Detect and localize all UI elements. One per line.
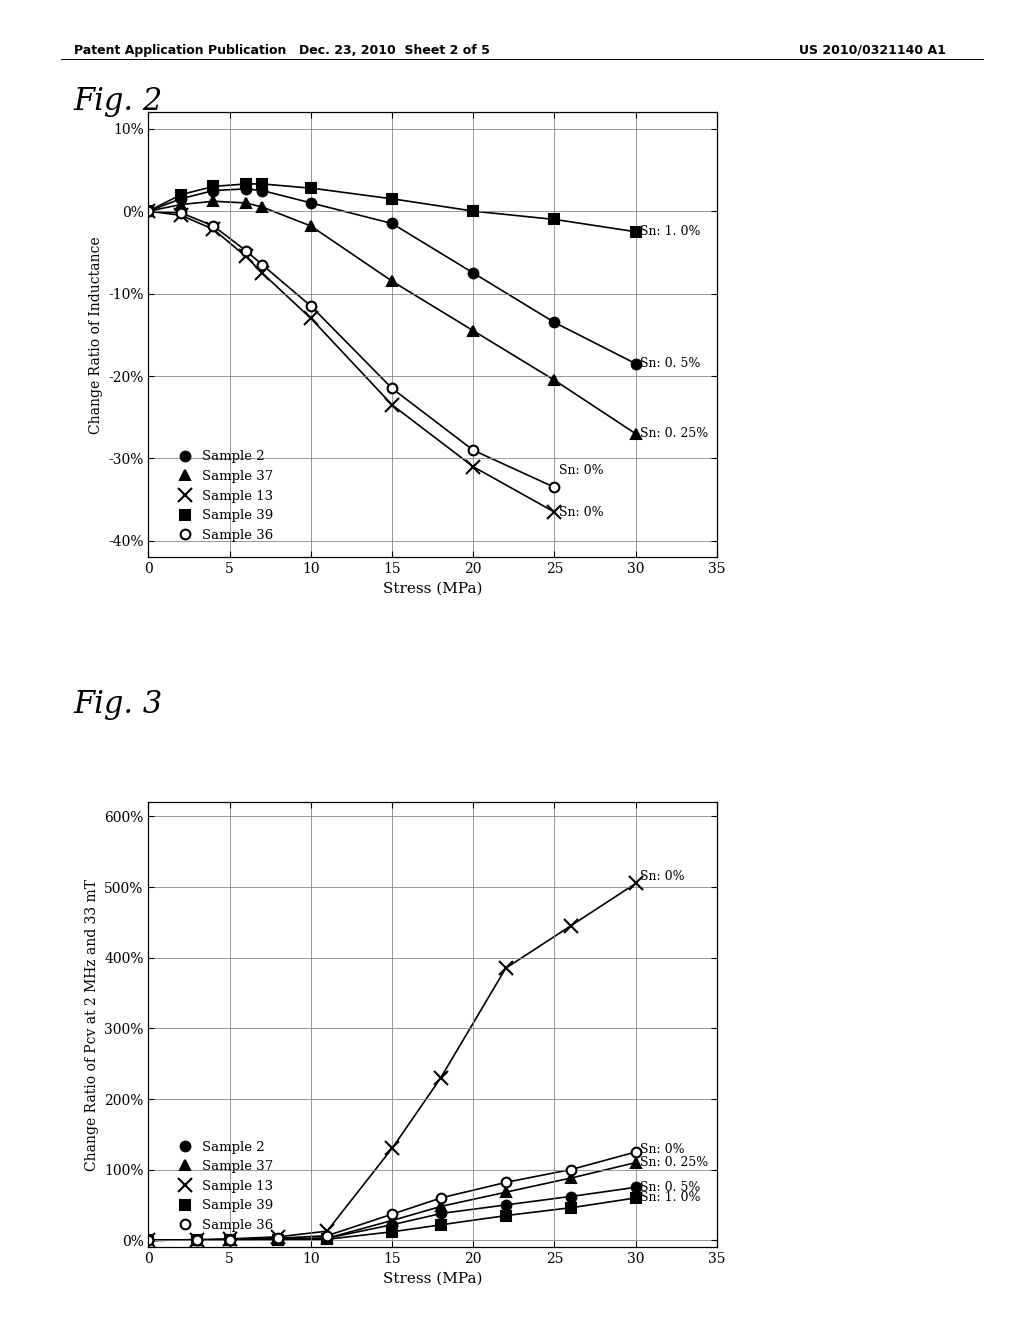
Text: Sn: 0%: Sn: 0% [640, 870, 685, 883]
Y-axis label: Change Ratio of Pcv at 2 MHz and 33 mT: Change Ratio of Pcv at 2 MHz and 33 mT [85, 879, 98, 1171]
Y-axis label: Change Ratio of Inductance: Change Ratio of Inductance [88, 236, 102, 433]
Text: Sn: 1. 0%: Sn: 1. 0% [640, 226, 701, 238]
Text: Sn: 0. 5%: Sn: 0. 5% [640, 358, 700, 370]
Text: Sn: 0. 5%: Sn: 0. 5% [640, 1181, 700, 1193]
Text: US 2010/0321140 A1: US 2010/0321140 A1 [799, 44, 945, 57]
Text: Sn: 0%: Sn: 0% [559, 506, 604, 519]
Legend: Sample 2, Sample 37, Sample 13, Sample 39, Sample 36: Sample 2, Sample 37, Sample 13, Sample 3… [172, 450, 273, 543]
Legend: Sample 2, Sample 37, Sample 13, Sample 39, Sample 36: Sample 2, Sample 37, Sample 13, Sample 3… [172, 1140, 273, 1232]
Text: Sn: 0. 25%: Sn: 0. 25% [640, 1156, 709, 1170]
Text: Dec. 23, 2010  Sheet 2 of 5: Dec. 23, 2010 Sheet 2 of 5 [299, 44, 489, 57]
Text: Patent Application Publication: Patent Application Publication [74, 44, 286, 57]
Text: Fig. 2: Fig. 2 [74, 86, 163, 116]
Text: Sn: 0. 25%: Sn: 0. 25% [640, 428, 709, 440]
Text: Sn: 0%: Sn: 0% [559, 465, 604, 478]
Text: Sn: 0%: Sn: 0% [640, 1143, 685, 1156]
Text: Fig. 3: Fig. 3 [74, 689, 163, 719]
X-axis label: Stress (MPa): Stress (MPa) [383, 582, 482, 595]
Text: Sn: 1. 0%: Sn: 1. 0% [640, 1192, 701, 1204]
X-axis label: Stress (MPa): Stress (MPa) [383, 1271, 482, 1286]
